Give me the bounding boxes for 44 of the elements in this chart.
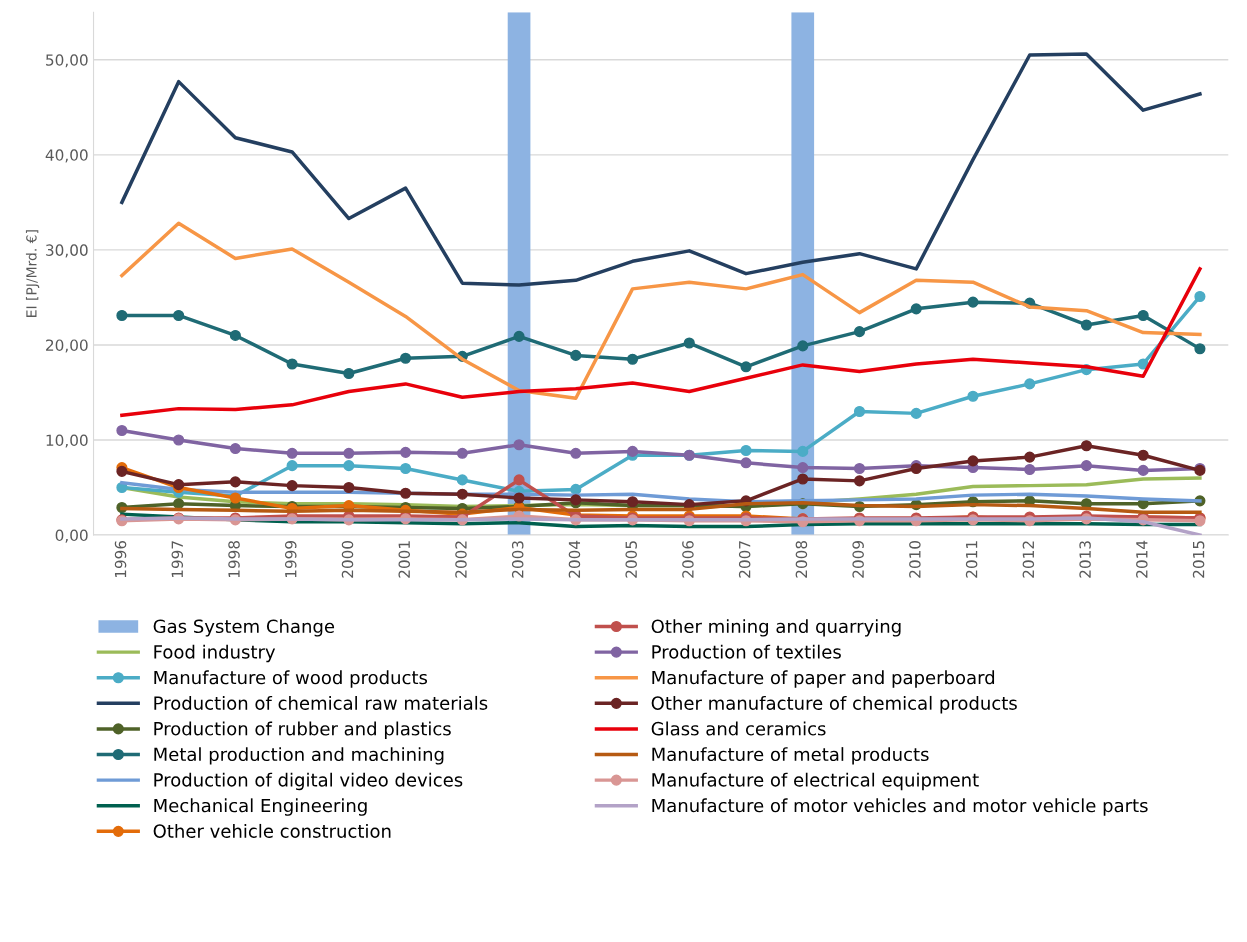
legend-label: Manufacture of electrical equipment <box>652 772 979 791</box>
y-tick-label: 0,00 <box>55 529 88 543</box>
x-tick-label: 2007 <box>738 541 751 578</box>
legend-label: Production of chemical raw materials <box>154 695 488 710</box>
legend-label: Other vehicle construction <box>153 823 391 838</box>
x-tick-label: 1998 <box>228 540 240 578</box>
x-tick-label: 2004 <box>568 540 581 578</box>
x-tick-label: 2015 <box>1192 541 1205 578</box>
x-tick-label: 1996 <box>114 540 127 578</box>
legend-label: Mechanical Engineering <box>154 798 367 816</box>
legend-label: Gas System Change <box>153 619 335 637</box>
y-tick-label: 20,00 <box>46 339 88 353</box>
legend-label: Other manufacture of chemical products <box>651 695 1017 714</box>
x-tick-label: 2014 <box>1136 540 1148 578</box>
legend-label: Other mining and quarrying <box>651 619 901 637</box>
y-tick-label: 30,00 <box>46 244 88 258</box>
legend-label: Metal production and machining <box>154 747 444 765</box>
x-tick-label: 2005 <box>625 541 637 578</box>
x-tick-label: 2012 <box>1022 541 1035 578</box>
y-axis-title: EI [PJ/Mrd. €] <box>25 230 40 317</box>
legend-label: Food industry <box>154 644 276 663</box>
x-tick-label: 2011 <box>965 541 978 578</box>
x-tick-label: 2008 <box>795 540 808 578</box>
legend-label: Manufacture of motor vehicles and motor vehicle parts <box>652 798 1148 816</box>
x-tick-label: 2001 <box>398 541 411 578</box>
legend-label: Manufacture of metal products <box>652 747 929 765</box>
legend-label: Production of textiles <box>652 644 841 659</box>
y-tick-label: 40,00 <box>45 149 88 163</box>
legend-label: Manufacture of paper and paperboard <box>652 670 995 688</box>
legend-label: Manufacture of wood products <box>154 670 428 688</box>
x-tick-label: 2006 <box>682 540 694 578</box>
legend-label: Production of rubber and plastics <box>154 721 451 739</box>
y-tick-label: 50,00 <box>46 54 88 68</box>
y-tick-label: 10,00 <box>46 434 88 448</box>
x-tick-label: 2010 <box>909 540 921 578</box>
x-tick-label: 2002 <box>455 541 467 578</box>
x-tick-label: 2013 <box>1079 541 1091 578</box>
x-tick-label: 2003 <box>511 541 524 578</box>
x-tick-label: 1999 <box>284 540 297 578</box>
x-tick-label: 2000 <box>341 540 354 578</box>
x-tick-label: 2009 <box>852 540 864 578</box>
legend-label: Glass and ceramics <box>651 721 826 736</box>
legend-label: Production of digital video devices <box>154 772 463 791</box>
x-tick-label: 1997 <box>171 541 184 578</box>
